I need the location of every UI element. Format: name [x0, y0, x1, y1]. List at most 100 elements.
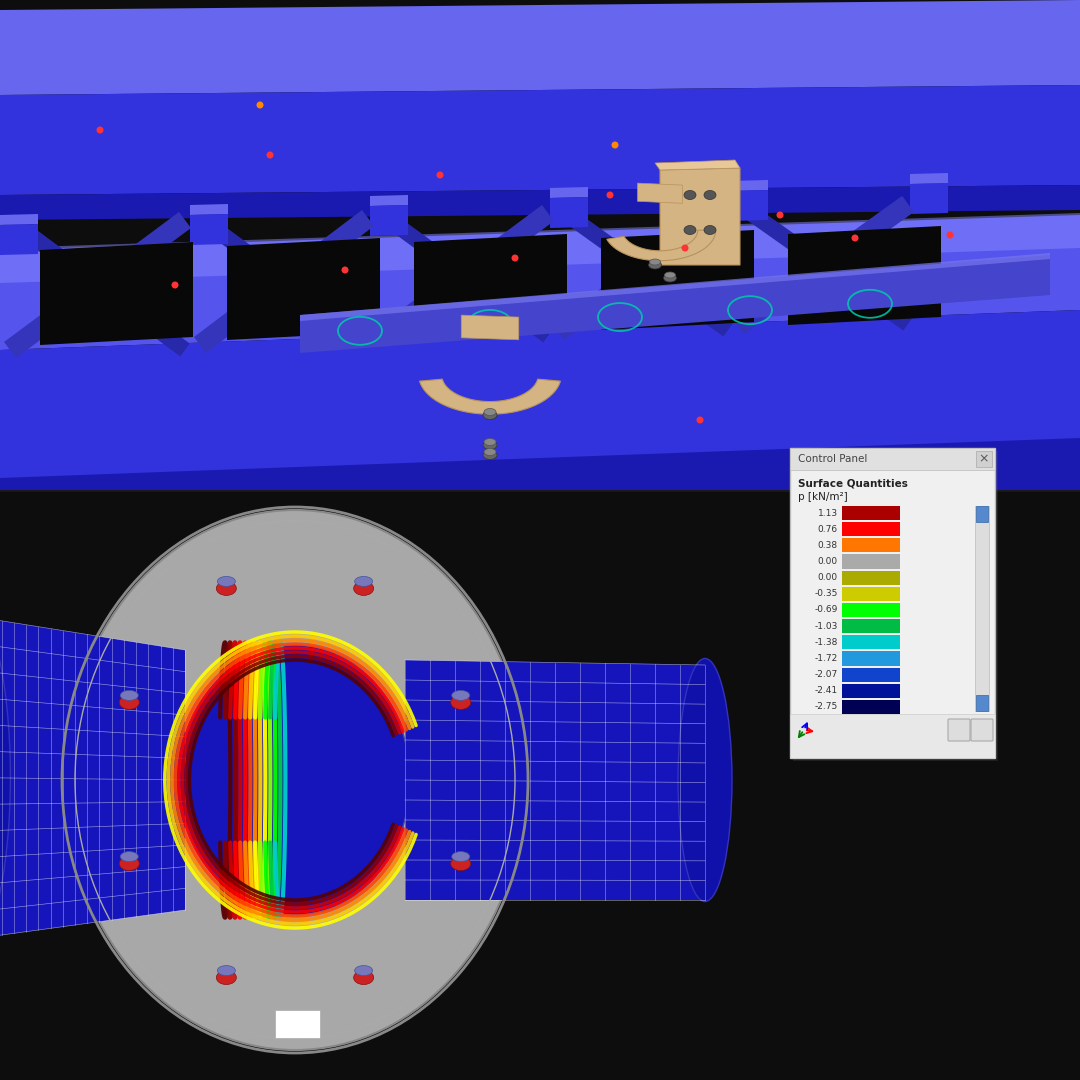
Bar [842, 507, 900, 521]
Ellipse shape [664, 272, 675, 278]
FancyBboxPatch shape [971, 719, 993, 741]
Polygon shape [370, 195, 408, 206]
Polygon shape [0, 213, 1080, 283]
Ellipse shape [217, 577, 235, 586]
Text: -0.69: -0.69 [814, 606, 838, 615]
Bar [789, 714, 995, 758]
Text: ×: × [978, 453, 989, 465]
Polygon shape [0, 185, 1080, 220]
Circle shape [257, 102, 264, 108]
Polygon shape [550, 187, 588, 198]
Text: -1.03: -1.03 [814, 622, 838, 631]
Polygon shape [654, 160, 740, 170]
Polygon shape [730, 190, 768, 221]
Polygon shape [300, 253, 1050, 321]
Ellipse shape [217, 966, 235, 975]
Polygon shape [0, 310, 1080, 480]
Bar [976, 507, 988, 522]
Polygon shape [419, 379, 561, 415]
Circle shape [777, 212, 783, 218]
Polygon shape [4, 212, 191, 359]
Bar [975, 507, 989, 711]
Ellipse shape [450, 856, 471, 870]
Ellipse shape [704, 226, 716, 234]
Text: p [kN/m²]: p [kN/m²] [798, 492, 848, 502]
Bar [842, 700, 900, 714]
Circle shape [436, 172, 444, 178]
Polygon shape [194, 210, 374, 353]
Ellipse shape [0, 595, 11, 959]
Polygon shape [190, 204, 228, 215]
Circle shape [512, 255, 518, 261]
Bar [842, 554, 900, 568]
Text: -2.07: -2.07 [814, 670, 838, 679]
Bar [842, 651, 900, 665]
Polygon shape [788, 226, 941, 325]
Text: -2.75: -2.75 [814, 702, 838, 712]
Ellipse shape [353, 971, 374, 985]
Ellipse shape [484, 448, 496, 456]
Bar [842, 538, 900, 553]
Polygon shape [40, 242, 193, 345]
Text: 0.00: 0.00 [818, 573, 838, 582]
Circle shape [172, 282, 178, 288]
Polygon shape [375, 206, 553, 342]
Ellipse shape [119, 856, 139, 870]
Ellipse shape [678, 659, 732, 902]
Ellipse shape [648, 261, 661, 269]
Polygon shape [300, 255, 1050, 353]
Polygon shape [607, 230, 716, 260]
Text: 1.13: 1.13 [818, 509, 838, 517]
Circle shape [851, 234, 859, 242]
Polygon shape [374, 205, 554, 346]
Bar [842, 667, 900, 681]
Ellipse shape [450, 696, 471, 710]
Circle shape [607, 191, 613, 199]
Polygon shape [0, 85, 1080, 195]
Circle shape [681, 244, 689, 252]
Polygon shape [5, 214, 190, 356]
Polygon shape [405, 660, 705, 900]
Ellipse shape [451, 690, 470, 701]
Ellipse shape [484, 438, 496, 445]
Circle shape [341, 267, 349, 273]
Bar [842, 619, 900, 633]
Bar [976, 451, 993, 467]
Ellipse shape [120, 852, 138, 862]
Polygon shape [910, 173, 948, 184]
Bar [842, 635, 900, 649]
Ellipse shape [704, 190, 716, 200]
Bar [976, 696, 988, 711]
Ellipse shape [483, 450, 497, 459]
Bar [789, 448, 995, 758]
Polygon shape [0, 214, 38, 225]
Ellipse shape [684, 190, 696, 200]
Text: 0.76: 0.76 [818, 525, 838, 534]
Ellipse shape [120, 690, 138, 701]
Ellipse shape [354, 577, 373, 586]
Ellipse shape [119, 696, 139, 710]
Polygon shape [733, 198, 913, 330]
Polygon shape [910, 183, 948, 214]
Polygon shape [552, 200, 734, 340]
Circle shape [96, 126, 104, 134]
Ellipse shape [353, 581, 374, 595]
Polygon shape [0, 615, 185, 940]
Polygon shape [461, 315, 518, 340]
Ellipse shape [483, 410, 497, 419]
Polygon shape [0, 224, 38, 255]
Text: Surface Quantities: Surface Quantities [798, 478, 908, 488]
Text: -2.41: -2.41 [815, 686, 838, 696]
Polygon shape [227, 238, 380, 340]
Circle shape [267, 151, 273, 159]
Polygon shape [637, 184, 683, 203]
Ellipse shape [684, 226, 696, 234]
Bar [842, 603, 900, 617]
Ellipse shape [649, 259, 661, 265]
Ellipse shape [483, 441, 497, 449]
Polygon shape [553, 202, 732, 337]
Polygon shape [0, 0, 1080, 95]
Text: -1.38: -1.38 [814, 638, 838, 647]
Text: -0.35: -0.35 [814, 590, 838, 598]
Text: 0.38: 0.38 [818, 541, 838, 550]
